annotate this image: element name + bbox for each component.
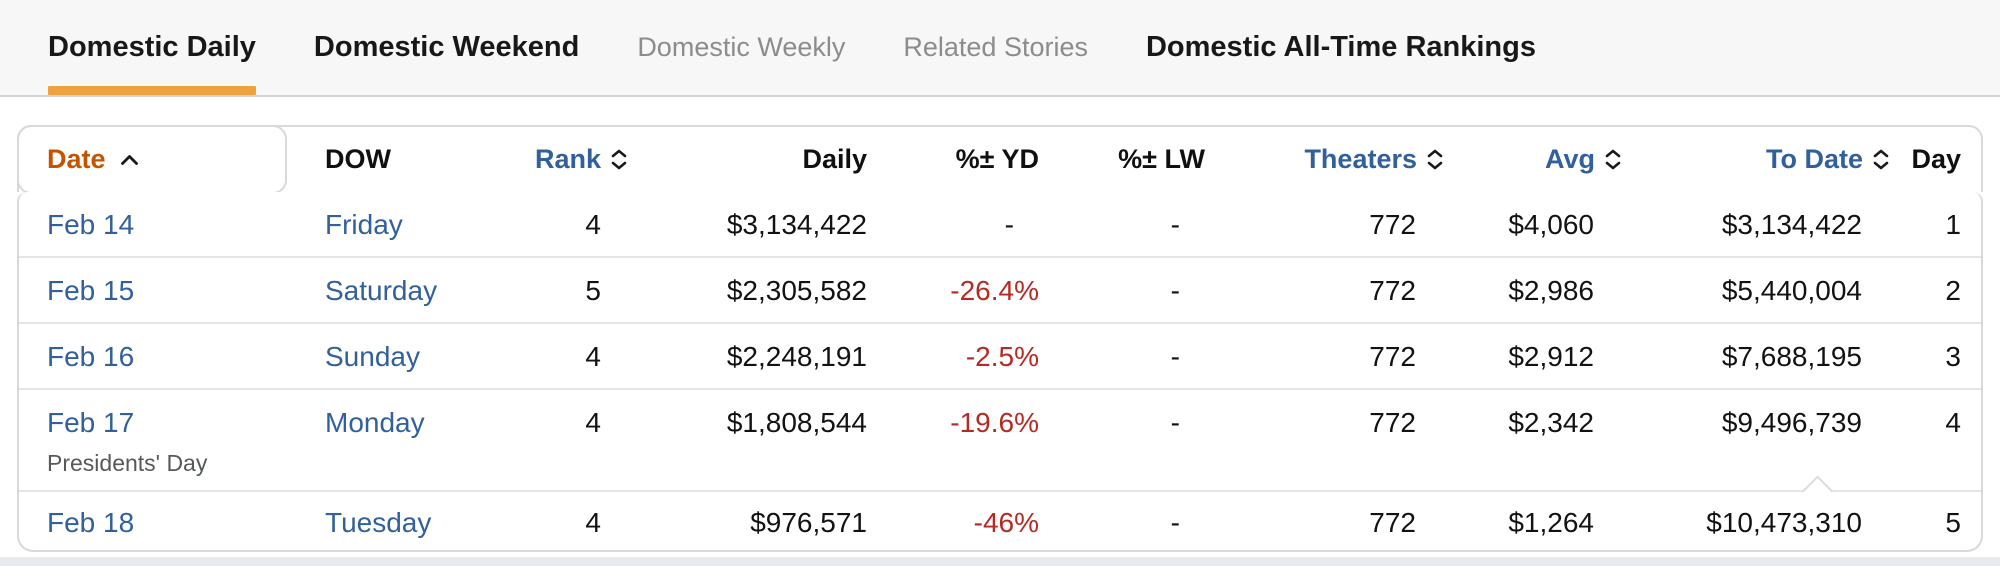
dow-link[interactable]: Monday <box>325 407 425 438</box>
daily-gross-cell: $976,571 <box>750 507 867 538</box>
sort-both-icon <box>1427 149 1443 170</box>
date-link[interactable]: Feb 14 <box>47 209 135 240</box>
rank-cell: 4 <box>585 209 601 240</box>
daily-gross-cell: $2,248,191 <box>726 341 867 372</box>
column-header-pct-yd: %± YD <box>867 144 1039 175</box>
tab-label: Domestic Weekly <box>637 32 846 62</box>
date-link[interactable]: Feb 18 <box>47 507 135 538</box>
theaters-cell: 772 <box>1369 407 1416 438</box>
pct-lw-cell: - <box>1170 275 1180 306</box>
holiday-note: Presidents' Day <box>47 450 208 476</box>
pct-yd-cell: -2.5% <box>965 341 1039 372</box>
to-date-cell: $9,496,739 <box>1721 407 1862 438</box>
table-row: Feb 18 Tuesday 4 $976,571 -46% - 772 $1,… <box>19 490 1981 550</box>
tab-label: Domestic Daily <box>48 31 256 63</box>
theaters-cell: 772 <box>1369 275 1416 306</box>
pct-yd-cell: -26.4% <box>950 275 1039 306</box>
table-row: Feb 15 Saturday 5 $2,305,582 -26.4% - 77… <box>19 256 1981 322</box>
tab-label: Related Stories <box>903 32 1088 62</box>
table-row: Feb 14 Friday 4 $3,134,422 - - 772 $4,06… <box>19 192 1981 256</box>
column-label: Daily <box>802 144 867 174</box>
column-header-theaters[interactable]: Theaters <box>1205 144 1443 175</box>
sort-both-icon <box>1873 149 1889 170</box>
to-date-cell: $7,688,195 <box>1721 341 1862 372</box>
pct-lw-cell: - <box>1170 209 1180 240</box>
tab-domestic-all-time-rankings[interactable]: Domestic All-Time Rankings <box>1146 0 1536 95</box>
daily-grosses-table: Date DOW Rank Daily %± YD <box>0 125 2000 552</box>
date-link[interactable]: Feb 17 <box>47 407 135 438</box>
to-date-cell: $10,473,310 <box>1706 507 1862 538</box>
dow-link[interactable]: Tuesday <box>325 507 432 538</box>
theaters-cell: 772 <box>1369 209 1416 240</box>
rank-cell: 4 <box>585 341 601 372</box>
pct-lw-cell: - <box>1170 341 1180 372</box>
day-number-cell: 4 <box>1945 407 1961 438</box>
column-header-date[interactable]: Date <box>19 144 287 175</box>
tab-domestic-daily[interactable]: Domestic Daily <box>48 0 256 95</box>
column-label: To Date <box>1765 144 1863 174</box>
column-label: %± YD <box>955 144 1039 174</box>
sort-both-icon <box>1605 149 1621 170</box>
column-label: DOW <box>325 144 391 174</box>
dow-link[interactable]: Friday <box>325 209 403 240</box>
column-header-daily: Daily <box>627 144 867 175</box>
column-label: Date <box>47 144 106 174</box>
tab-label: Domestic All-Time Rankings <box>1145 31 1536 63</box>
date-link[interactable]: Feb 16 <box>47 341 135 372</box>
pct-lw-cell: - <box>1170 407 1180 438</box>
day-number-cell: 1 <box>1945 209 1961 240</box>
rank-cell: 5 <box>585 275 601 306</box>
column-header-pct-lw: %± LW <box>1039 144 1205 175</box>
tab-label: Domestic Weekend <box>313 31 580 63</box>
to-date-cell: $5,440,004 <box>1721 275 1862 306</box>
daily-gross-cell: $2,305,582 <box>726 275 867 306</box>
pct-yd-cell: - <box>1004 209 1014 240</box>
dow-link[interactable]: Saturday <box>325 275 438 306</box>
column-header-rank[interactable]: Rank <box>509 144 627 175</box>
column-header-dow: DOW <box>287 144 509 175</box>
sort-both-icon <box>611 149 627 170</box>
table-header-row: Date DOW Rank Daily %± YD <box>17 125 1983 194</box>
sort-ascending-icon <box>120 154 139 166</box>
column-label: Theaters <box>1304 144 1417 174</box>
daily-gross-cell: $1,808,544 <box>726 407 867 438</box>
tab-domestic-weekend[interactable]: Domestic Weekend <box>314 0 579 95</box>
pct-yd-cell: -46% <box>973 507 1039 538</box>
date-link[interactable]: Feb 15 <box>47 275 135 306</box>
to-date-cell: $3,134,422 <box>1721 209 1862 240</box>
rank-cell: 4 <box>585 407 601 438</box>
tab-domestic-weekly[interactable]: Domestic Weekly <box>637 0 845 95</box>
column-label: Day <box>1911 144 1961 174</box>
page-background-strip <box>0 557 2000 566</box>
tab-bar: Domestic Daily Domestic Weekend Domestic… <box>0 0 2000 97</box>
tab-related-stories[interactable]: Related Stories <box>903 0 1088 95</box>
table-row: Feb 17 Presidents' Day Monday 4 $1,808,5… <box>19 388 1981 490</box>
pct-lw-cell: - <box>1170 507 1180 538</box>
dow-link[interactable]: Sunday <box>325 341 420 372</box>
column-label: Rank <box>534 144 601 174</box>
column-label: %± LW <box>1118 144 1205 174</box>
daily-gross-cell: $3,134,422 <box>726 209 867 240</box>
avg-cell: $2,342 <box>1508 407 1594 438</box>
rank-cell: 4 <box>585 507 601 538</box>
avg-cell: $1,264 <box>1508 507 1594 538</box>
avg-cell: $4,060 <box>1508 209 1594 240</box>
avg-cell: $2,912 <box>1508 341 1594 372</box>
column-header-to-date[interactable]: To Date <box>1621 144 1889 175</box>
avg-cell: $2,986 <box>1508 275 1594 306</box>
day-number-cell: 5 <box>1945 507 1961 538</box>
column-header-avg[interactable]: Avg <box>1443 144 1621 175</box>
day-number-cell: 3 <box>1945 341 1961 372</box>
table-body: Feb 14 Friday 4 $3,134,422 - - 772 $4,06… <box>17 192 1983 552</box>
active-tab-underline <box>48 86 256 95</box>
pct-yd-cell: -19.6% <box>950 407 1039 438</box>
theaters-cell: 772 <box>1369 507 1416 538</box>
column-label: Avg <box>1544 144 1595 174</box>
theaters-cell: 772 <box>1369 341 1416 372</box>
day-number-cell: 2 <box>1945 275 1961 306</box>
column-header-day: Day <box>1889 144 1981 175</box>
table-row: Feb 16 Sunday 4 $2,248,191 -2.5% - 772 $… <box>19 322 1981 388</box>
